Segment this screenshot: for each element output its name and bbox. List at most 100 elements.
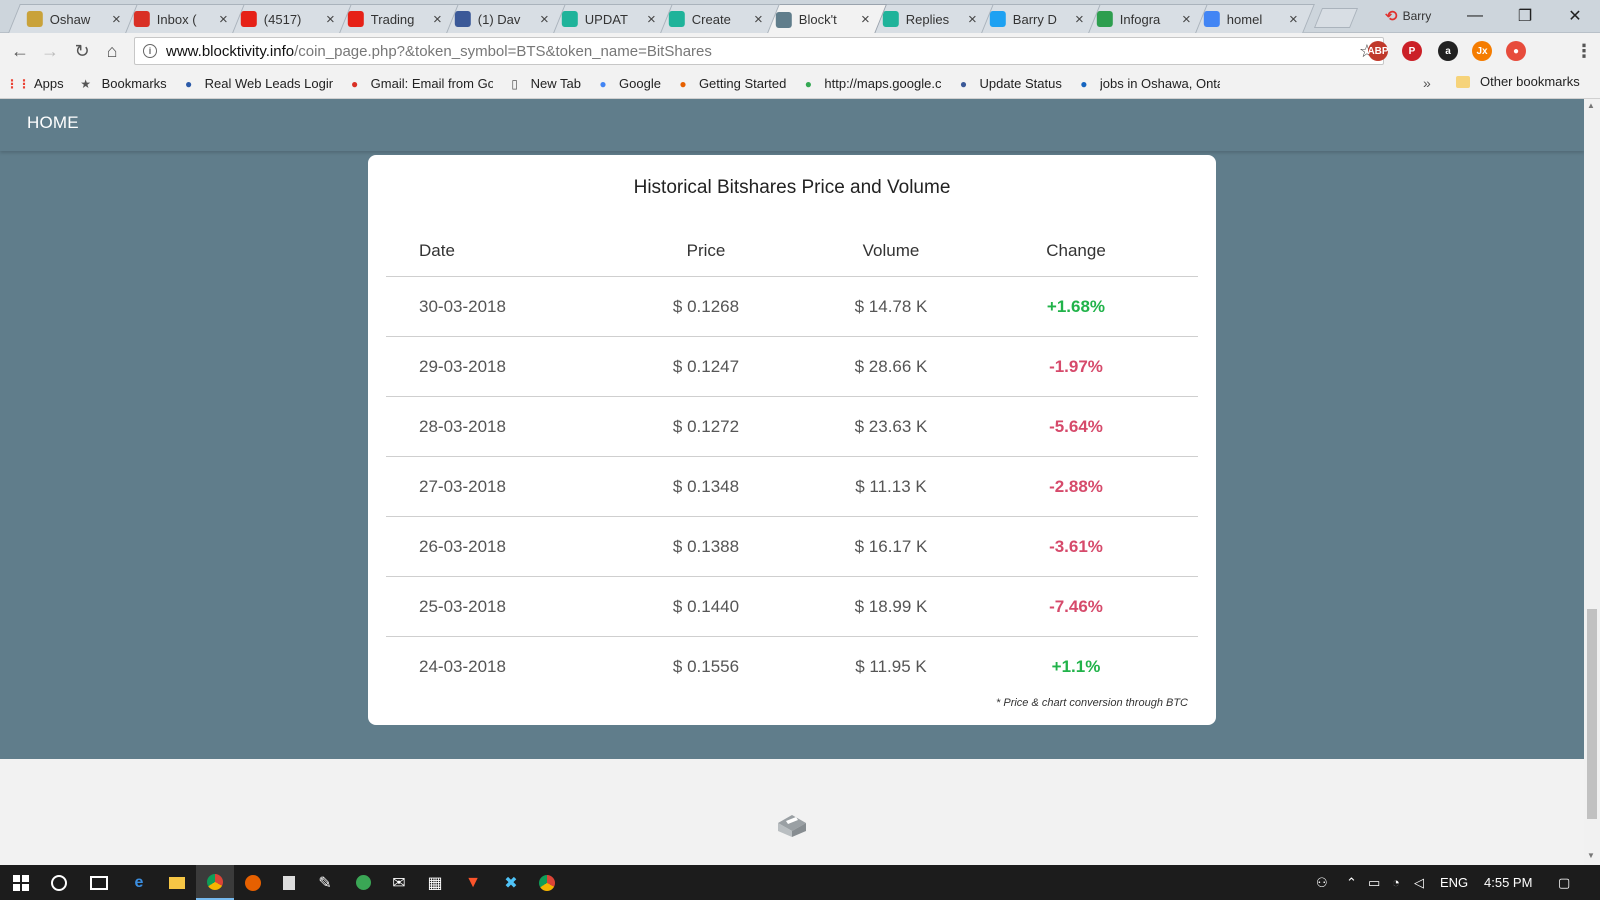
table-row: 28-03-2018 $ 0.1272 $ 23.63 K -5.64% (386, 397, 1198, 457)
jx-icon[interactable]: Jx (1472, 41, 1492, 61)
tab-close-icon[interactable]: × (540, 10, 549, 28)
calculator-grid-icon[interactable] (270, 865, 308, 900)
battery-icon[interactable]: ▭ (1368, 874, 1381, 890)
volume-icon[interactable]: ◁ (1414, 874, 1424, 890)
minimize-button[interactable]: — (1467, 7, 1483, 24)
bookmark-item[interactable]: ● Gmail: Email from Go (347, 76, 493, 92)
bookmark-item[interactable]: ● Getting Started (675, 76, 786, 92)
google-icon (1203, 11, 1220, 27)
back-button[interactable]: ← (11, 40, 29, 61)
volume-cell: $ 11.13 K (855, 476, 927, 496)
record-icon[interactable]: ● (1506, 41, 1526, 61)
column-header-price: Price (686, 240, 726, 260)
tab-close-icon[interactable]: × (861, 11, 870, 28)
gmail-icon: ● (351, 76, 359, 91)
tab-close-icon[interactable]: × (326, 10, 335, 28)
address-bar[interactable]: i www.blocktivity.info/coin_page.php?&to… (134, 37, 1384, 65)
globe-app-icon[interactable] (344, 865, 382, 900)
change-cell: -3.61% (1049, 536, 1103, 556)
page-content: HOME Historical Bitshares Price and Volu… (0, 99, 1584, 865)
new-tab-button[interactable] (1313, 8, 1359, 28)
home-link[interactable]: HOME (27, 113, 79, 132)
info-icon[interactable]: i (143, 44, 157, 58)
scroll-up-icon[interactable]: ▲ (1587, 101, 1595, 110)
url-host: www.blocktivity.info (166, 42, 295, 60)
volume-cell: $ 11.95 K (855, 657, 927, 676)
close-window-button[interactable]: ✕ (1568, 8, 1582, 25)
wifi-icon[interactable]: ◔ (1392, 875, 1400, 890)
language-indicator[interactable]: ENG (1440, 875, 1469, 890)
tab-close-icon[interactable]: × (1075, 10, 1084, 28)
people-icon[interactable]: ⚇ (1316, 874, 1328, 890)
tab-close-icon[interactable]: × (754, 10, 763, 28)
twitter-icon (989, 11, 1006, 27)
tab-close-icon[interactable]: × (433, 10, 442, 28)
bookmark-item[interactable]: ⋮⋮ Apps (6, 76, 64, 92)
tab-close-icon[interactable]: × (112, 10, 121, 28)
profile-button[interactable]: ⟲ Barry (1385, 7, 1431, 25)
task-view-icon[interactable] (80, 865, 118, 900)
windows-start-icon[interactable] (2, 865, 40, 900)
date-cell: 25-03-2018 (419, 596, 506, 616)
bookmark-item[interactable]: ★ Bookmarks (78, 76, 167, 92)
date-cell: 26-03-2018 (419, 536, 506, 556)
bookmarks-bar: » Other bookmarks ⋮⋮ Apps ★ Bookmarks ● Real … (0, 69, 1600, 99)
tab-close-icon[interactable]: × (219, 10, 228, 28)
mail-icon[interactable]: ✉ (392, 874, 406, 892)
youtube-icon (240, 11, 257, 27)
maps-icon: ● (804, 76, 813, 91)
chrome-taskbar-icon[interactable] (196, 865, 234, 900)
cortana-icon[interactable] (40, 865, 78, 900)
bookmark-label: Bookmarks (101, 76, 167, 91)
tab-close-icon[interactable]: × (968, 10, 977, 28)
site-nav: HOME (0, 99, 1584, 151)
tab-inner: Replies × (871, 5, 987, 33)
other-bookmarks-folder[interactable]: Other bookmarks (1456, 74, 1580, 89)
app-x-icon[interactable]: ✖ (504, 874, 518, 892)
tray-chevron-icon[interactable]: ⌃ (1346, 874, 1357, 890)
tab-close-icon[interactable]: × (647, 10, 656, 28)
bookmark-item[interactable]: ▯ New Tab (507, 76, 581, 92)
edge-icon[interactable]: e (134, 873, 144, 891)
url-path: /coin_page.php?&token_symbol=BTS&token_n… (294, 42, 712, 60)
apps-icon: ⋮⋮ (6, 76, 30, 91)
forward-button[interactable]: → (41, 40, 59, 61)
brave-icon[interactable]: ▼ (465, 873, 481, 891)
paint-icon[interactable]: ✎ (318, 874, 332, 892)
bookmark-item[interactable]: ● Update Status (955, 76, 1062, 92)
chrome-menu-icon[interactable]: ⋮ (1575, 41, 1593, 61)
file-explorer-icon[interactable] (158, 865, 196, 900)
price-cell: $ 0.1388 (672, 536, 740, 556)
scrollbar-thumb[interactable] (1587, 609, 1597, 819)
reload-button[interactable]: ↻ (74, 40, 90, 61)
adblock-icon[interactable]: ABP (1367, 41, 1389, 61)
chrome-alt-icon[interactable] (528, 865, 566, 900)
tab-inner: (4517) × (229, 5, 345, 33)
calculator-icon[interactable]: ▦ (427, 874, 443, 892)
action-center-icon[interactable]: ▢ (1558, 874, 1571, 890)
home-icon[interactable]: ⌂ (106, 40, 118, 61)
price-cell: $ 0.1247 (672, 356, 740, 376)
tab-title: (4517) (263, 11, 302, 27)
page-scrollbar[interactable]: ▲ ▼ (1584, 99, 1600, 865)
bookmark-item[interactable]: ● Real Web Leads Login (181, 76, 333, 92)
firefox-taskbar-icon[interactable] (234, 865, 272, 900)
bookmark-item[interactable]: ● jobs in Oshawa, Onta (1076, 76, 1220, 92)
amazon-icon[interactable]: a (1438, 41, 1458, 61)
restore-button[interactable]: ❐ (1517, 8, 1533, 25)
date-cell: 30-03-2018 (419, 296, 506, 316)
scroll-down-icon[interactable]: ▼ (1587, 851, 1595, 860)
change-cell: -1.97% (1049, 356, 1103, 376)
tab-title: Replies (905, 11, 950, 27)
table-row: 30-03-2018 $ 0.1268 $ 14.78 K +1.68% (386, 277, 1198, 337)
tab-close-icon[interactable]: × (1182, 10, 1191, 28)
bookmark-item[interactable]: ● Google (595, 76, 661, 92)
tab-0[interactable]: Oshaw × (8, 4, 138, 33)
firefox-icon: ● (679, 76, 687, 91)
ie-icon: ● (1080, 76, 1088, 91)
pinterest-icon[interactable]: P (1402, 41, 1422, 61)
clock[interactable]: 4:55 PM (1484, 875, 1533, 890)
bookmark-item[interactable]: ● http://maps.google.c (800, 76, 942, 92)
bookmarks-overflow-button[interactable]: » (1423, 75, 1431, 91)
tab-close-icon[interactable]: × (1289, 10, 1298, 28)
